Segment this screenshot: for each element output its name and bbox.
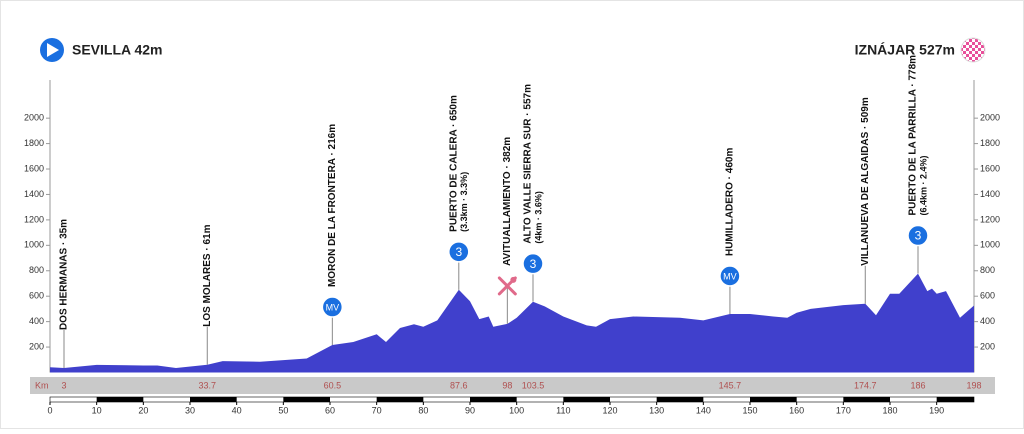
- km-mark: 174.7: [854, 380, 877, 390]
- badge-label: 3: [530, 257, 537, 271]
- annotation-label: DOS HERMANAS · 35m: [59, 219, 70, 330]
- annotation-label: ALTO VALLE SIERRA SUR · 557m: [523, 84, 534, 244]
- badge-label: MV: [723, 271, 737, 281]
- x-tick-label: 140: [696, 405, 711, 415]
- annotation-label: AVITUALLAMIENTO · 382m: [502, 137, 513, 266]
- scale-segment: [190, 397, 237, 402]
- km-strip: [30, 377, 995, 394]
- x-tick-label: 20: [138, 405, 148, 415]
- y-tick-label: 2000: [980, 113, 1000, 123]
- y-tick-label: 1600: [24, 163, 44, 173]
- y-tick-label: 1000: [980, 240, 1000, 250]
- y-tick-label: 600: [980, 291, 995, 301]
- x-tick-label: 70: [372, 405, 382, 415]
- x-tick-label: 150: [742, 405, 757, 415]
- x-tick-label: 60: [325, 405, 335, 415]
- y-tick-label: 1800: [24, 138, 44, 148]
- x-tick-label: 50: [278, 405, 288, 415]
- annotation-label: LOS MOLARES · 61m: [202, 224, 213, 326]
- y-tick-label: 1000: [24, 240, 44, 250]
- y-tick-label: 1800: [980, 138, 1000, 148]
- x-tick-label: 190: [929, 405, 944, 415]
- y-tick-label: 600: [29, 291, 44, 301]
- badge: [907, 224, 929, 247]
- annotation-sub: (4km · 3.6%): [533, 191, 543, 244]
- km-mark: 60.5: [324, 380, 342, 390]
- x-tick-label: 30: [185, 405, 195, 415]
- km-mark: 103.5: [522, 380, 545, 390]
- km-mark: 145.7: [719, 380, 742, 390]
- km-mark: 186: [910, 380, 925, 390]
- x-tick-label: 40: [232, 405, 242, 415]
- badge: [522, 252, 544, 275]
- y-tick-label: 1400: [980, 189, 1000, 199]
- y-tick-label: 1200: [980, 214, 1000, 224]
- x-tick-label: 90: [465, 405, 475, 415]
- finish-label: IZNÁJAR 527m: [855, 42, 955, 58]
- scale-segment: [656, 397, 704, 402]
- feed-icon: [510, 276, 517, 283]
- annotation-label: MORON DE LA FRONTERA · 216m: [327, 124, 338, 287]
- profile-area: [50, 273, 974, 373]
- scale-segment: [936, 397, 974, 402]
- x-tick-label: 130: [649, 405, 664, 415]
- x-tick-label: 100: [509, 405, 524, 415]
- x-tick-label: 180: [882, 405, 897, 415]
- x-tick-label: 10: [92, 405, 102, 415]
- annotation-label: HUMILLADERO · 460m: [725, 148, 736, 256]
- y-tick-label: 200: [29, 341, 44, 351]
- km-mark: 3: [61, 380, 66, 390]
- y-tick-label: 1200: [24, 214, 44, 224]
- scale-segment: [563, 397, 610, 402]
- y-tick-label: 800: [980, 265, 995, 275]
- x-tick-label: 120: [602, 405, 617, 415]
- km-mark: 198: [966, 380, 981, 390]
- km-mark: 33.7: [199, 380, 217, 390]
- badge-label: MV: [326, 302, 340, 312]
- y-tick-label: 400: [980, 316, 995, 326]
- y-tick-label: 400: [29, 316, 44, 326]
- x-tick-label: 160: [789, 405, 804, 415]
- badge-label: 3: [455, 245, 462, 259]
- annotation-label: PUERTO DE CALERA · 650m: [448, 95, 459, 232]
- badge: [448, 241, 470, 263]
- y-tick-label: 1400: [24, 189, 44, 199]
- km-label: Km: [35, 380, 49, 390]
- x-tick-label: 170: [836, 405, 851, 415]
- scale-segment: [283, 397, 330, 402]
- scale-segment: [843, 397, 890, 402]
- annotation-label: VILLANUEVA DE ALGAIDAS · 509m: [860, 97, 871, 266]
- scale-segment: [750, 397, 797, 402]
- km-mark: 87.6: [450, 380, 468, 390]
- y-tick-label: 200: [980, 341, 995, 351]
- annotation-label: PUERTO DE LA PARRILLA · 778m: [908, 55, 919, 216]
- km-mark: 98: [502, 380, 512, 390]
- x-tick-label: 110: [556, 405, 570, 415]
- annotation-sub: (3.3km · 3.3%): [459, 172, 469, 232]
- y-tick-label: 800: [29, 265, 44, 275]
- x-tick-label: 0: [47, 405, 52, 415]
- badge-label: 3: [915, 229, 922, 243]
- start-arrow: [47, 43, 59, 57]
- badge: [719, 265, 741, 287]
- scale-segment: [470, 397, 517, 402]
- x-tick-label: 80: [418, 405, 428, 415]
- scale-segment: [96, 397, 144, 402]
- annotation-sub: (6.4km · 2.4%): [918, 156, 928, 216]
- start-label: SEVILLA 42m: [72, 42, 163, 58]
- finish-icon: [960, 37, 986, 63]
- y-tick-label: 2000: [24, 113, 44, 123]
- y-tick-label: 1600: [980, 163, 1000, 173]
- badge: [321, 296, 344, 318]
- scale-segment: [376, 397, 424, 402]
